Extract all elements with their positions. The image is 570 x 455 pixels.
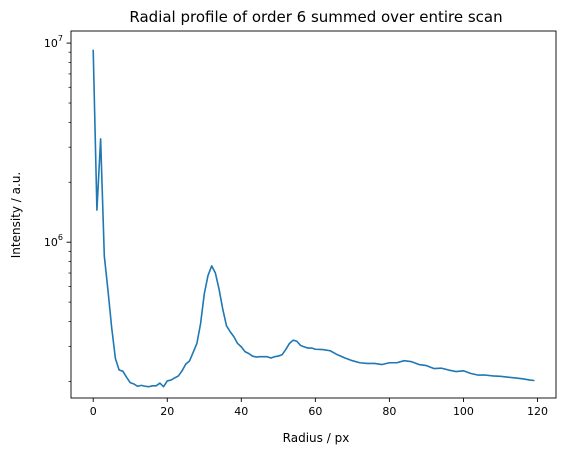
x-axis-label: Radius / px	[283, 431, 350, 445]
plot-frame	[70, 30, 557, 399]
plot-area: 0 20 40 60 80 100 120 106 107	[44, 30, 557, 418]
chart-title: Radial profile of order 6 summed over en…	[129, 8, 502, 26]
x-tick-label-80: 80	[382, 405, 396, 418]
y-tick-label-6: 106	[44, 233, 63, 249]
x-tick-label-100: 100	[453, 405, 474, 418]
x-tick-label-40: 40	[234, 405, 248, 418]
y-axis-label: Intensity / a.u.	[9, 172, 23, 259]
x-tick-label-0: 0	[90, 405, 97, 418]
x-tick-label-20: 20	[160, 405, 174, 418]
x-tick-label-60: 60	[308, 405, 322, 418]
y-tick-label-7: 107	[44, 34, 63, 50]
series-line-0	[92, 49, 535, 388]
x-tick-label-120: 120	[527, 405, 548, 418]
